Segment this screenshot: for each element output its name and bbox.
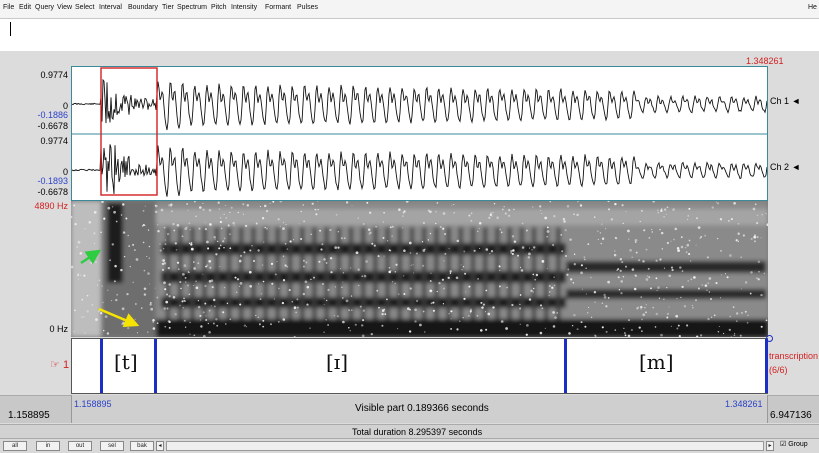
waveform-panel[interactable]: [71, 66, 768, 201]
ch1-name-label: Ch 1: [770, 96, 790, 106]
group-toggle[interactable]: ☑ Group: [780, 440, 808, 448]
scroll-right-button[interactable]: ▸: [766, 441, 774, 451]
spectrogram-max-freq: 4890 Hz: [34, 201, 68, 211]
spectrogram-panel[interactable]: [71, 201, 768, 337]
ch1-min-label: -0.6678: [37, 121, 68, 131]
ch2-arrow-icon[interactable]: ◄: [791, 162, 801, 172]
spectrogram-image: [71, 201, 768, 337]
menu-intensity[interactable]: Intensity: [231, 4, 258, 11]
yellow-arrow-icon: [98, 307, 140, 328]
ch1-zero-label: 0: [62, 101, 68, 111]
menu-select[interactable]: Select: [75, 4, 95, 11]
cursor-time-label: 1.348261: [746, 56, 784, 66]
spectrogram-min-freq: 0 Hz: [49, 324, 68, 334]
menu-boundary[interactable]: Boundary: [128, 4, 158, 11]
waveform-svg: [72, 67, 767, 197]
burst-highlight-box: [100, 67, 158, 196]
menu-pitch[interactable]: Pitch: [211, 4, 227, 11]
menu-bar: File Edit Query View Select Interval Bou…: [0, 0, 819, 18]
menu-interval[interactable]: Interval: [99, 4, 122, 11]
interval-boundary[interactable]: [564, 339, 567, 393]
scroll-left-button[interactable]: ◂: [156, 441, 164, 451]
ch2-min-label: -0.6678: [37, 187, 68, 197]
ch1-max-label: 0.9774: [40, 70, 68, 80]
ch1-arrow-icon[interactable]: ◄: [791, 96, 801, 106]
window-end-time: 6.947136: [770, 410, 812, 421]
spectrogram-noise: [71, 201, 768, 337]
interval-label-t[interactable]: [t]: [114, 350, 138, 374]
ch2-cursor-value: -0.1893: [37, 176, 68, 186]
textgrid-tier[interactable]: [t] [ɪ] [m]: [71, 338, 768, 394]
pointing-hand-icon: ☞: [50, 359, 60, 371]
tier-boundary-circle-icon: [766, 335, 773, 342]
interval-text-field[interactable]: [0, 18, 819, 52]
ch1-name[interactable]: Ch 1 ◄: [770, 96, 800, 106]
ch2-name[interactable]: Ch 2 ◄: [770, 162, 800, 172]
ch1-waveform: [72, 78, 767, 131]
selection-end-time: 1.348261: [725, 399, 763, 409]
bottom-toolbar: all in out sel bak ◂ ▸ ☑ Group: [0, 438, 819, 453]
menu-query[interactable]: Query: [35, 4, 55, 11]
zoom-back-button[interactable]: bak: [130, 441, 154, 451]
menu-pulses[interactable]: Pulses: [297, 4, 319, 11]
tier-name[interactable]: transcription: [769, 351, 819, 361]
ch2-zero-label: 0: [62, 167, 68, 177]
interval-boundary[interactable]: [765, 339, 768, 393]
tier-number[interactable]: ☞ 1: [50, 358, 69, 371]
ch2-waveform: [72, 144, 767, 197]
window-start-time: 1.158895: [8, 410, 50, 421]
zoom-selection-button[interactable]: sel: [100, 441, 124, 451]
text-cursor: [10, 22, 11, 36]
menu-tier[interactable]: Tier: [162, 4, 174, 11]
menu-file[interactable]: File: [3, 4, 15, 11]
interval-boundary[interactable]: [154, 339, 157, 393]
ch2-max-label: 0.9774: [40, 136, 68, 146]
menu-edit[interactable]: Edit: [19, 4, 32, 11]
green-arrow-icon: [80, 249, 102, 265]
all-button[interactable]: all: [3, 441, 27, 451]
total-duration-label: Total duration 8.295397 seconds: [352, 427, 483, 437]
interval-boundary[interactable]: [100, 339, 103, 393]
group-label: Group: [788, 441, 808, 448]
menu-formant[interactable]: Formant: [265, 4, 292, 11]
interval-label-m[interactable]: [m]: [639, 350, 674, 374]
visible-part-label: Visible part 0.189366 seconds: [355, 403, 489, 414]
tier-count: (6/6): [769, 365, 788, 375]
visible-part-bar[interactable]: [71, 395, 768, 423]
total-duration-bar[interactable]: Total duration 8.295397 seconds: [0, 424, 819, 438]
zoom-in-button[interactable]: in: [36, 441, 60, 451]
horizontal-scrollbar[interactable]: [166, 441, 764, 451]
group-checkbox[interactable]: ☑: [780, 441, 787, 448]
menu-help[interactable]: He: [808, 4, 817, 11]
tier-number-label: 1: [62, 359, 70, 371]
ch2-name-label: Ch 2: [770, 162, 790, 172]
interval-label-i[interactable]: [ɪ]: [326, 350, 349, 374]
menu-view[interactable]: View: [57, 4, 73, 11]
ch1-cursor-value: -0.1886: [37, 110, 68, 120]
menu-spectrum[interactable]: Spectrum: [177, 4, 207, 11]
selection-start-time: 1.158895: [74, 399, 112, 409]
zoom-out-button[interactable]: out: [68, 441, 92, 451]
